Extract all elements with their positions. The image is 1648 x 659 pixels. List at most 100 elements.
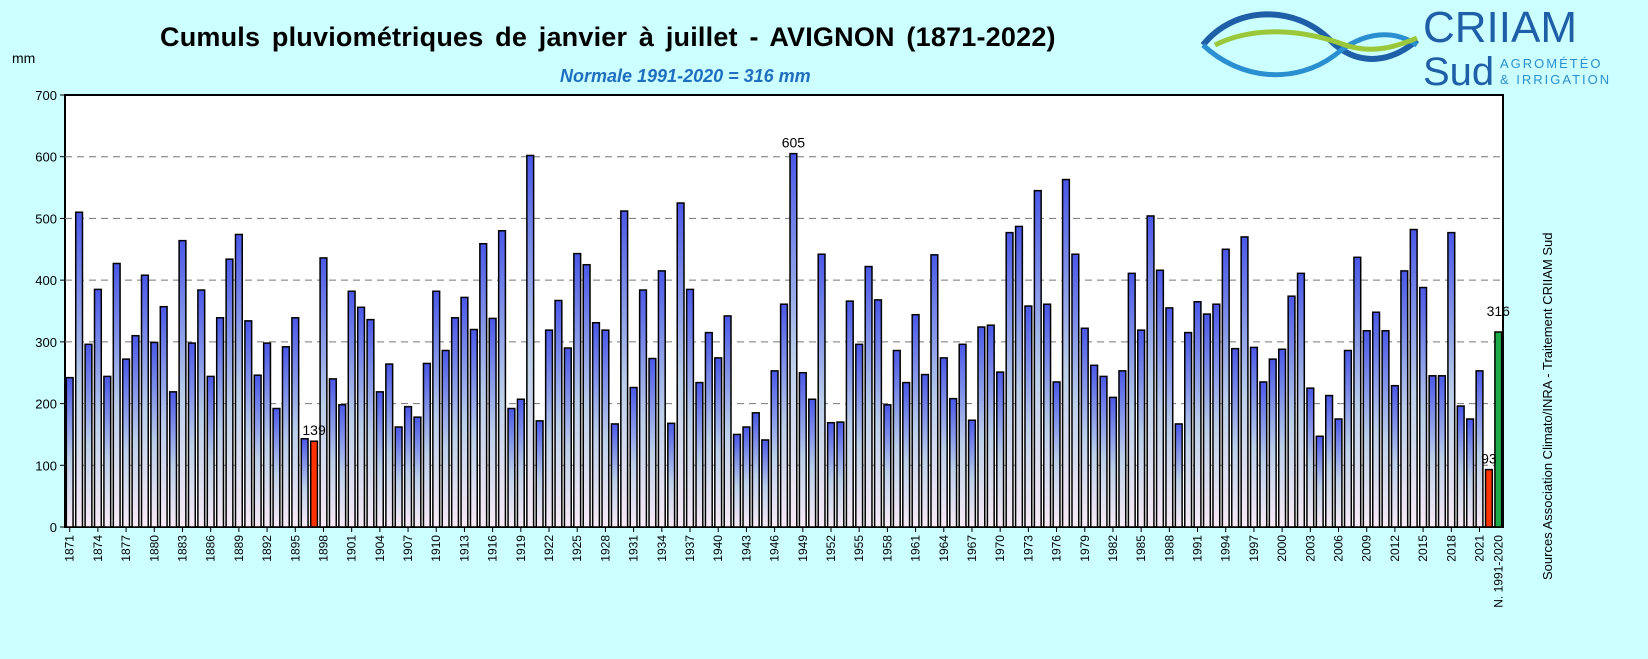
bar-1921 [535, 420, 544, 528]
bar-1988 [1165, 307, 1174, 528]
bar-1992 [1202, 313, 1212, 528]
x-tick-label: 1880 [147, 535, 161, 562]
bar-1919 [516, 398, 525, 528]
x-tick-label: 2012 [1388, 535, 1402, 562]
x-tick-label: 1898 [316, 535, 330, 562]
bar-1875 [103, 375, 112, 528]
bar-1883 [178, 239, 187, 528]
y-tick-label: 600 [35, 150, 57, 165]
bar-1961 [911, 313, 920, 528]
x-tick-label: 1967 [965, 535, 979, 562]
bar-1936 [676, 202, 685, 528]
x-tick-label: 1877 [119, 535, 133, 562]
x-tick-label: 1874 [91, 535, 105, 562]
data-label: 605 [782, 135, 806, 151]
x-tick-label: 1916 [486, 535, 500, 562]
x-tick-label: 1985 [1134, 535, 1148, 562]
bar-1918 [507, 407, 516, 528]
bar-1998 [1259, 381, 1268, 528]
x-tick-label: 1910 [429, 535, 443, 562]
bar-1999 [1268, 358, 1277, 528]
bar-1930 [620, 210, 629, 528]
x-tick-label: 1922 [542, 535, 556, 562]
bar-1995 [1231, 347, 1240, 528]
y-tick-label: 400 [35, 273, 57, 288]
bar-1951 [817, 253, 826, 528]
x-tick-label: 1892 [260, 535, 274, 562]
bar-1955 [855, 343, 864, 528]
bar-1947 [779, 303, 789, 528]
bar-1948 [789, 152, 798, 528]
bar-1904 [375, 391, 384, 528]
bar-2012 [1390, 384, 1400, 528]
bar-2000 [1277, 348, 1287, 528]
bar-1916 [488, 317, 497, 528]
bar-1968 [977, 326, 986, 528]
bar-2005 [1324, 394, 1334, 528]
x-tick-label-normal: N. 1991-2020 [1491, 535, 1505, 608]
x-tick-label: 2018 [1444, 535, 1458, 562]
bar-1945 [761, 439, 770, 528]
x-tick-label: 1991 [1191, 535, 1205, 562]
logo-tagline-2: & IRRIGATION [1500, 72, 1611, 87]
bar-1926 [582, 263, 591, 528]
x-tick-label: 2006 [1332, 535, 1346, 562]
y-tick-label: 300 [35, 335, 57, 350]
bar-1983 [1118, 370, 1127, 528]
bar-1909 [422, 362, 431, 528]
bar-1964 [939, 357, 948, 528]
bar-1975 [1043, 303, 1052, 528]
bar-1950 [808, 398, 817, 528]
bar-1966 [958, 343, 967, 528]
bar-1960 [902, 381, 911, 528]
bar-1884 [187, 342, 197, 528]
bar-1895 [291, 317, 300, 528]
x-tick-label: 1943 [739, 535, 753, 562]
bar-2001 [1287, 295, 1296, 528]
x-tick-label: 1904 [373, 535, 387, 562]
x-tick-label: 1937 [683, 535, 697, 562]
x-tick-label: 1901 [345, 535, 359, 562]
bar-1910 [432, 290, 441, 528]
bar-1954 [845, 300, 854, 528]
bar-2017 [1437, 375, 1447, 528]
x-tick-label: 1979 [1078, 535, 1092, 562]
bar-1962 [920, 373, 930, 528]
bar-1932 [638, 289, 648, 528]
x-tick-label: 2009 [1360, 535, 1374, 562]
bar-2007 [1343, 349, 1353, 528]
x-tick-label: 1871 [63, 535, 77, 562]
bar-1892 [262, 342, 272, 528]
bar-1931 [629, 386, 638, 528]
bar-2004 [1315, 435, 1324, 528]
bar-1893 [272, 407, 281, 528]
bar-1917 [497, 230, 507, 528]
x-tick-label: 1961 [909, 535, 923, 562]
x-tick-label: 1952 [824, 535, 838, 562]
x-tick-label: 1931 [627, 535, 641, 562]
bar-1898 [319, 257, 328, 528]
bar-1890 [244, 320, 253, 528]
bar-1885 [197, 289, 206, 528]
bar-2016 [1428, 375, 1437, 528]
bar-1976 [1052, 381, 1061, 528]
bar-2021 [1475, 370, 1484, 528]
bar-1888 [225, 258, 234, 528]
x-tick-label: 1949 [796, 535, 810, 562]
bar-1887 [215, 317, 225, 528]
x-tick-label: 1988 [1162, 535, 1176, 562]
logo-swirl-icon: CRIIAM Sud AGROMÉTÉO & IRRIGATION [1200, 3, 1611, 94]
criiam-logo: CRIIAM Sud AGROMÉTÉO & IRRIGATION [1195, 0, 1645, 95]
bar-1997 [1249, 346, 1259, 528]
chart-subtitle: Normale 1991-2020 = 316 mm [560, 66, 811, 86]
bar-1984 [1127, 272, 1136, 528]
bar-1928 [601, 329, 610, 528]
x-tick-label: 1970 [993, 535, 1007, 562]
x-tick-label: 2000 [1275, 535, 1289, 562]
logo-sub: Sud [1423, 50, 1494, 94]
bar-1990 [1184, 331, 1193, 528]
bar-normal [1494, 331, 1503, 528]
x-tick-label: 1946 [768, 535, 782, 562]
bar-1871 [65, 376, 74, 528]
y-axis-unit: mm [12, 50, 36, 66]
